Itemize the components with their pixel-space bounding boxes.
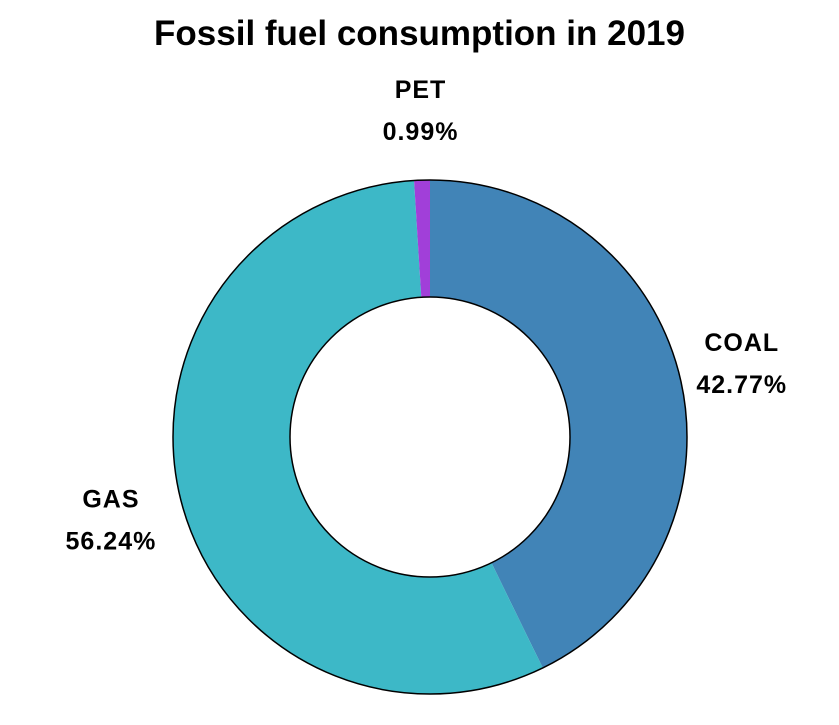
donut-hole [289,296,571,578]
slice-label-coal: COAL [704,329,779,357]
slice-value-label-coal: 42.77% [696,371,787,399]
slice-value-label-pet: 0.99% [383,118,459,146]
chart-title: Fossil fuel consumption in 2019 [154,14,685,53]
slice-label-gas: GAS [82,485,139,513]
donut-outline [172,179,688,695]
labels-layer: COAL 42.77% GAS 56.24% PET 0.99% [66,76,787,555]
slice-value-label-gas: 56.24% [66,527,157,555]
slice-label-pet: PET [395,76,447,104]
